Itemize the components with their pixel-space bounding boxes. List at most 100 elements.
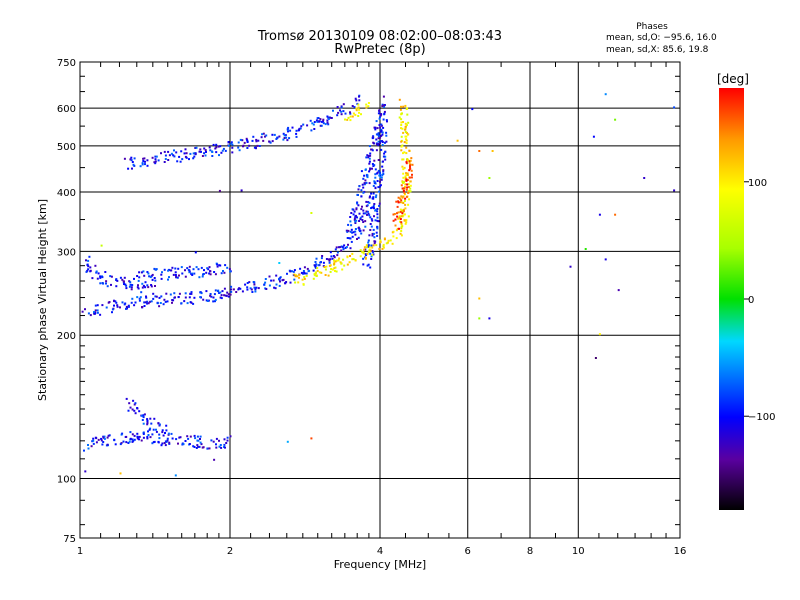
trace-point-301	[86, 263, 89, 266]
scatter-point-1435	[278, 262, 281, 264]
trace-point-571	[268, 140, 271, 143]
trace-point-540	[231, 143, 234, 146]
trace-point-1333	[349, 119, 352, 122]
trace-point-1237	[400, 145, 403, 148]
trace-point-881	[382, 160, 384, 163]
trace-point-1032	[199, 441, 202, 444]
trace-point-305	[85, 270, 88, 273]
trace-point-1255	[405, 131, 408, 134]
scatter-point-1422	[617, 289, 620, 292]
trace-point-303	[85, 259, 87, 262]
y-tick-label-3: 300	[57, 247, 76, 258]
trace-point-712	[362, 191, 365, 194]
trace-point-1060	[143, 413, 146, 416]
trace-point-1341	[367, 102, 370, 104]
trace-point-994	[158, 437, 161, 440]
trace-point-1306	[318, 271, 321, 274]
trace-point-1115	[363, 246, 366, 249]
trace-point-1299	[320, 271, 323, 274]
trace-point-928	[100, 439, 103, 442]
trace-point-1292	[296, 275, 299, 278]
trace-point-1373	[405, 195, 408, 198]
trace-point-1326	[360, 113, 362, 116]
trace-point-317	[99, 276, 102, 279]
trace-point-1335	[357, 103, 360, 106]
trace-point-274	[367, 212, 370, 215]
trace-point-373	[147, 272, 150, 275]
trace-point-772	[383, 110, 386, 113]
trace-point-234	[332, 255, 335, 257]
trace-point-1176	[403, 219, 406, 222]
trace-point-1049	[226, 439, 229, 442]
trace-point-1395	[405, 162, 408, 165]
trace-point-1177	[400, 222, 403, 225]
trace-point-1391	[410, 157, 413, 160]
trace-point-1063	[141, 419, 144, 421]
trace-point-940	[119, 443, 122, 446]
trace-point-124	[220, 294, 223, 297]
trace-point-341	[115, 278, 118, 281]
trace-point-279	[369, 216, 372, 219]
trace-point-995	[158, 433, 161, 436]
trace-point-449	[220, 272, 223, 275]
trace-point-1221	[405, 152, 408, 155]
trace-point-555	[242, 145, 244, 148]
trace-point-1263	[398, 116, 401, 119]
x-tick-label-0: 1	[77, 546, 83, 557]
trace-point-522	[215, 146, 218, 149]
trace-point-444	[214, 273, 217, 276]
trace-point-585	[257, 139, 260, 142]
trace-point-1181	[401, 209, 403, 212]
trace-point-1188	[404, 207, 407, 210]
trace-point-435	[208, 266, 211, 269]
trace-point-1223	[408, 161, 411, 164]
trace-point-125	[225, 294, 228, 297]
trace-point-614	[313, 128, 316, 130]
trace-point-658	[351, 105, 354, 107]
trace-point-169	[272, 279, 275, 282]
trace-point-244	[354, 233, 357, 236]
trace-point-1376	[405, 188, 408, 191]
trace-point-193	[293, 269, 296, 272]
trace-point-1143	[386, 241, 389, 244]
trace-point-598	[276, 136, 279, 139]
trace-point-290	[368, 201, 371, 204]
trace-point-1249	[405, 139, 408, 142]
y-tick-label-1: 100	[57, 475, 76, 486]
trace-point-1315	[336, 259, 338, 262]
trace-point-421	[202, 273, 204, 276]
trace-point-127	[220, 297, 223, 300]
trace-point-1170	[399, 220, 401, 223]
trace-point-1111	[354, 259, 357, 262]
trace-point-825	[369, 223, 372, 225]
trace-point-388	[168, 276, 170, 279]
trace-point-400	[169, 269, 172, 272]
trace-point-788	[366, 264, 369, 267]
trace-point-1358	[399, 197, 402, 200]
trace-point-938	[108, 434, 111, 437]
trace-point-661	[354, 97, 357, 100]
trace-point-653	[344, 112, 347, 115]
colorbar	[719, 88, 744, 510]
trace-point-706	[368, 182, 371, 185]
trace-point-748	[377, 143, 380, 145]
trace-point-1026	[196, 435, 199, 438]
trace-point-1298	[316, 269, 319, 272]
trace-point-986	[160, 444, 163, 447]
trace-point-362	[144, 286, 147, 289]
trace-point-628	[316, 117, 319, 120]
trace-point-626	[322, 118, 325, 121]
trace-point-14	[99, 313, 102, 316]
trace-point-886	[382, 169, 385, 172]
trace-point-967	[133, 434, 136, 437]
trace-point-431	[226, 266, 229, 269]
trace-point-215	[315, 263, 318, 266]
trace-point-507	[195, 146, 198, 149]
y-tick-label-4: 400	[57, 188, 76, 199]
trace-point-892	[383, 155, 385, 158]
trace-point-1000	[193, 446, 196, 448]
trace-point-600	[285, 136, 288, 139]
trace-point-1152	[392, 235, 395, 238]
trace-point-88	[190, 291, 193, 294]
trace-point-1096	[338, 257, 341, 260]
